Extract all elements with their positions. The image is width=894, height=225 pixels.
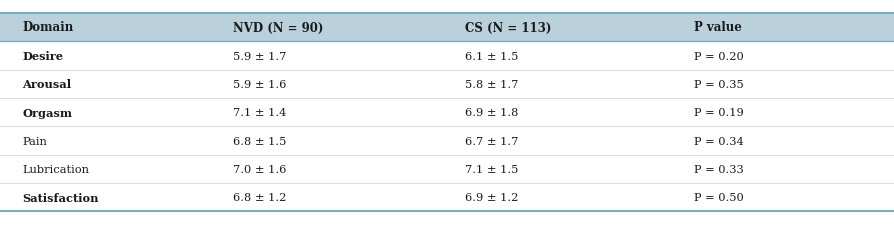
Bar bbox=[0, 42, 894, 212]
Text: 7.0 ± 1.6: 7.0 ± 1.6 bbox=[232, 164, 286, 174]
Text: 5.8 ± 1.7: 5.8 ± 1.7 bbox=[465, 80, 519, 90]
Text: P = 0.20: P = 0.20 bbox=[693, 51, 743, 61]
Text: 5.9 ± 1.6: 5.9 ± 1.6 bbox=[232, 80, 286, 90]
Text: Arousal: Arousal bbox=[22, 79, 72, 90]
Text: 6.1 ± 1.5: 6.1 ± 1.5 bbox=[465, 51, 519, 61]
Text: 7.1 ± 1.5: 7.1 ± 1.5 bbox=[465, 164, 519, 174]
Text: Lubrication: Lubrication bbox=[22, 164, 89, 174]
Text: P = 0.50: P = 0.50 bbox=[693, 192, 743, 202]
Text: CS (N = 113): CS (N = 113) bbox=[465, 21, 552, 34]
Text: 6.9 ± 1.2: 6.9 ± 1.2 bbox=[465, 192, 519, 202]
Text: 6.7 ± 1.7: 6.7 ± 1.7 bbox=[465, 136, 519, 146]
Text: 7.1 ± 1.4: 7.1 ± 1.4 bbox=[232, 108, 286, 118]
Text: Domain: Domain bbox=[22, 21, 73, 34]
Text: 6.8 ± 1.2: 6.8 ± 1.2 bbox=[232, 192, 286, 202]
Text: NVD (N = 90): NVD (N = 90) bbox=[232, 21, 323, 34]
Text: 6.9 ± 1.8: 6.9 ± 1.8 bbox=[465, 108, 519, 118]
Bar bbox=[0, 14, 894, 42]
Text: P = 0.33: P = 0.33 bbox=[693, 164, 743, 174]
Text: Satisfaction: Satisfaction bbox=[22, 192, 98, 203]
Text: Orgasm: Orgasm bbox=[22, 107, 72, 118]
Text: P = 0.34: P = 0.34 bbox=[693, 136, 743, 146]
Text: P = 0.19: P = 0.19 bbox=[693, 108, 743, 118]
Text: 5.9 ± 1.7: 5.9 ± 1.7 bbox=[232, 51, 286, 61]
Text: P = 0.35: P = 0.35 bbox=[693, 80, 743, 90]
Text: 6.8 ± 1.5: 6.8 ± 1.5 bbox=[232, 136, 286, 146]
Text: Desire: Desire bbox=[22, 51, 63, 62]
Text: Pain: Pain bbox=[22, 136, 47, 146]
Text: P value: P value bbox=[693, 21, 740, 34]
